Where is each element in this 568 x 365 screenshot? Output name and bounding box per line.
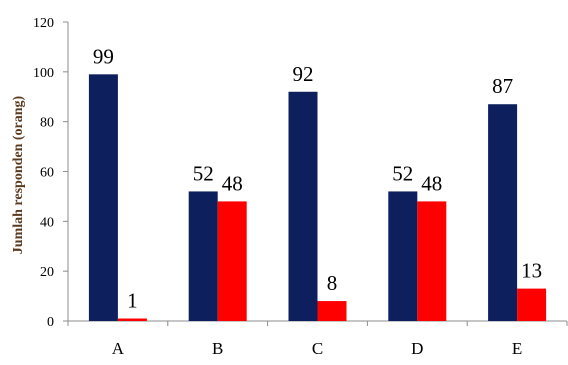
x-category-label: E [512, 339, 522, 358]
x-category-label: D [411, 339, 423, 358]
data-label: 48 [222, 171, 243, 195]
y-tick-label: 0 [47, 315, 54, 330]
bar-series-2 [317, 301, 347, 321]
bar-series-1 [88, 74, 118, 321]
bar-series-2 [217, 201, 247, 321]
data-label: 13 [521, 259, 542, 283]
y-axis-title: Jumlah responden (orang) [11, 95, 26, 254]
x-category-label: B [212, 339, 223, 358]
data-label: 87 [492, 74, 513, 98]
bar-series-1 [388, 191, 418, 321]
x-category-label: A [112, 339, 125, 358]
y-tick-label: 120 [33, 16, 54, 31]
bar-series-1 [288, 91, 318, 322]
bars-group [88, 74, 547, 322]
y-tick-label: 100 [33, 66, 54, 81]
data-label: 52 [392, 161, 413, 185]
data-label: 52 [193, 161, 214, 185]
y-tick-label: 60 [40, 166, 54, 181]
bar-series-1 [488, 104, 518, 321]
bar-series-1 [188, 191, 218, 321]
y-tick-label: 80 [40, 116, 54, 131]
data-label: 99 [93, 44, 114, 68]
data-labels-group: 99 52 92 52 87 1 48 8 48 13 [93, 44, 542, 312]
bar-series-2 [417, 201, 447, 321]
data-label: 8 [327, 271, 338, 295]
x-axis: A B C D E [67, 320, 568, 358]
x-category-label: C [312, 339, 323, 358]
bar-series-2 [517, 288, 547, 321]
y-tick-label: 40 [40, 215, 54, 230]
bar-series-2 [117, 318, 147, 321]
data-label: 92 [293, 62, 314, 86]
data-label: 48 [421, 171, 442, 195]
y-tick-label: 20 [40, 265, 54, 280]
y-axis: 0 20 40 60 80 100 120 [33, 16, 69, 330]
data-label: 1 [127, 289, 138, 313]
